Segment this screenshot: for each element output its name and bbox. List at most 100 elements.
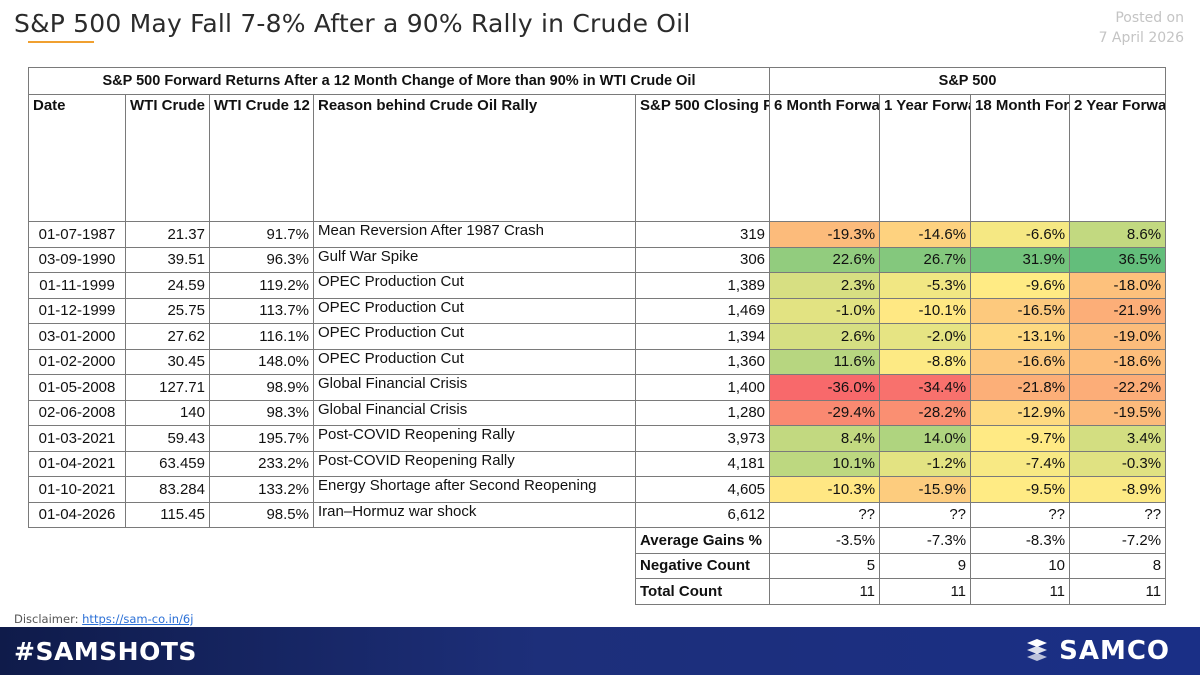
cell-return-r18: -12.9% — [970, 399, 1071, 426]
cell-return-r12: -10.1% — [879, 297, 972, 324]
summary-label: Average Gains % — [634, 527, 771, 554]
cell-reason: Post-COVID Reopening Rally — [313, 450, 636, 477]
cell-wti-price: 127.71 — [125, 374, 210, 401]
cell-return-r12: 26.7% — [879, 246, 972, 273]
cell-return-r6: -29.4% — [769, 399, 881, 426]
table-row: 02-06-2008 140 98.3% Global Financial Crisi… — [28, 399, 1167, 426]
summary-value: -7.3% — [879, 527, 972, 554]
cell-spx-price: 1,360 — [634, 348, 771, 375]
cell-date: 01-02-2000 — [28, 348, 126, 375]
posted-date-value: 7 April 2026 — [1098, 30, 1184, 46]
cell-wti-price: 63.459 — [125, 450, 210, 477]
cell-return-r12: -1.2% — [879, 450, 972, 477]
cell-reason: Energy Shortage after Second Reopening — [313, 476, 636, 503]
cell-wti-change: 116.1% — [209, 323, 314, 350]
cell-return-r24: -8.9% — [1069, 476, 1167, 503]
summary-value: 10 — [970, 552, 1071, 579]
disclaimer-link[interactable]: https://sam-co.in/6j — [82, 612, 194, 626]
cell-wti-price: 83.284 — [125, 476, 210, 503]
cell-date: 01-05-2008 — [28, 374, 126, 401]
cell-reason: OPEC Production Cut — [313, 272, 636, 299]
cell-return-r24: 8.6% — [1069, 221, 1167, 248]
cell-return-r6: -36.0% — [769, 374, 881, 401]
cell-return-r6: ?? — [769, 501, 881, 528]
summary-label: Total Count — [634, 578, 771, 605]
cell-return-r18: -6.6% — [970, 221, 1071, 248]
col-header-18m: 18 Month Forward Returns % — [970, 94, 1071, 222]
summary-value: -8.3% — [970, 527, 1071, 554]
summary-blank — [210, 579, 314, 605]
cell-spx-price: 4,181 — [634, 450, 771, 477]
cell-spx-price: 1,389 — [634, 272, 771, 299]
cell-return-r18: -16.6% — [970, 348, 1071, 375]
col-header-wti-price: WTI Crude Closing Price — [125, 94, 210, 222]
cell-date: 01-07-1987 — [28, 221, 126, 248]
cell-wti-change: 91.7% — [209, 221, 314, 248]
cell-date: 01-12-1999 — [28, 297, 126, 324]
cell-date: 01-03-2021 — [28, 425, 126, 452]
cell-date: 03-09-1990 — [28, 246, 126, 273]
cell-return-r12: -14.6% — [879, 221, 972, 248]
cell-return-r24: -0.3% — [1069, 450, 1167, 477]
hashtag-label: #SAMSHOTS — [14, 637, 197, 666]
cell-return-r24: -18.6% — [1069, 348, 1167, 375]
cell-wti-change: 98.9% — [209, 374, 314, 401]
cell-return-r12: -8.8% — [879, 348, 972, 375]
cell-return-r12: 14.0% — [879, 425, 972, 452]
cell-wti-change: 195.7% — [209, 425, 314, 452]
cell-return-r24: -22.2% — [1069, 374, 1167, 401]
summary-row: Total Count 11 11 11 11 — [29, 578, 1167, 605]
cell-return-r12: -15.9% — [879, 476, 972, 503]
cell-return-r18: ?? — [970, 501, 1071, 528]
cell-return-r6: 8.4% — [769, 425, 881, 452]
cell-wti-price: 27.62 — [125, 323, 210, 350]
cell-spx-price: 306 — [634, 246, 771, 273]
cell-return-r18: -13.1% — [970, 323, 1071, 350]
page-title: S&P 500 May Fall 7-8% After a 90% Rally … — [14, 9, 691, 38]
cell-wti-price: 25.75 — [125, 297, 210, 324]
cell-wti-price: 24.59 — [125, 272, 210, 299]
cell-reason: OPEC Production Cut — [313, 297, 636, 324]
cell-return-r18: -16.5% — [970, 297, 1071, 324]
summary-value: 9 — [879, 552, 972, 579]
table-row: 01-04-2026 115.45 98.5% Iran–Hormuz war sho… — [28, 501, 1167, 528]
summary-blank — [29, 528, 126, 554]
cell-return-r18: -21.8% — [970, 374, 1071, 401]
cell-reason: Global Financial Crisis — [313, 399, 636, 426]
cell-wti-change: 98.5% — [209, 501, 314, 528]
summary-value: 8 — [1069, 552, 1167, 579]
cell-reason: OPEC Production Cut — [313, 323, 636, 350]
cell-spx-price: 1,394 — [634, 323, 771, 350]
cell-reason: Iran–Hormuz war shock — [313, 501, 636, 528]
col-header-date: Date — [28, 94, 126, 222]
brand: SAMCO — [1023, 636, 1170, 666]
cell-return-r24: -18.0% — [1069, 272, 1167, 299]
col-header-spx-price: S&P 500 Closing Price — [634, 94, 771, 222]
cell-return-r12: -5.3% — [879, 272, 972, 299]
cell-wti-price: 39.51 — [125, 246, 210, 273]
summary-blank — [314, 553, 636, 579]
posted-date: Posted on 7 April 2026 — [1064, 8, 1184, 48]
cell-return-r18: 31.9% — [970, 246, 1071, 273]
cell-spx-price: 3,973 — [634, 425, 771, 452]
cell-wti-change: 133.2% — [209, 476, 314, 503]
summary-blank — [210, 553, 314, 579]
table-row: 01-10-2021 83.284 133.2% Energy Shortage af… — [28, 476, 1167, 503]
group-header-left: S&P 500 Forward Returns After a 12 Month… — [27, 67, 771, 95]
cell-wti-price: 21.37 — [125, 221, 210, 248]
cell-return-r6: 11.6% — [769, 348, 881, 375]
summary-value: -3.5% — [769, 527, 881, 554]
cell-return-r6: -19.3% — [769, 221, 881, 248]
cell-return-r24: 36.5% — [1069, 246, 1167, 273]
summary-value: -7.2% — [1069, 527, 1167, 554]
summary-blank — [314, 528, 636, 554]
summary-value: 11 — [1069, 578, 1167, 605]
cell-wti-price: 115.45 — [125, 501, 210, 528]
table-row: 01-03-2021 59.43 195.7% Post-COVID Reopenin… — [28, 425, 1167, 452]
cell-spx-price: 1,280 — [634, 399, 771, 426]
summary-blank — [314, 579, 636, 605]
col-header-2y: 2 Year Forward Returns % — [1069, 94, 1167, 222]
cell-date: 01-04-2021 — [28, 450, 126, 477]
cell-reason: Mean Reversion After 1987 Crash — [313, 221, 636, 248]
summary-value: 5 — [769, 552, 881, 579]
